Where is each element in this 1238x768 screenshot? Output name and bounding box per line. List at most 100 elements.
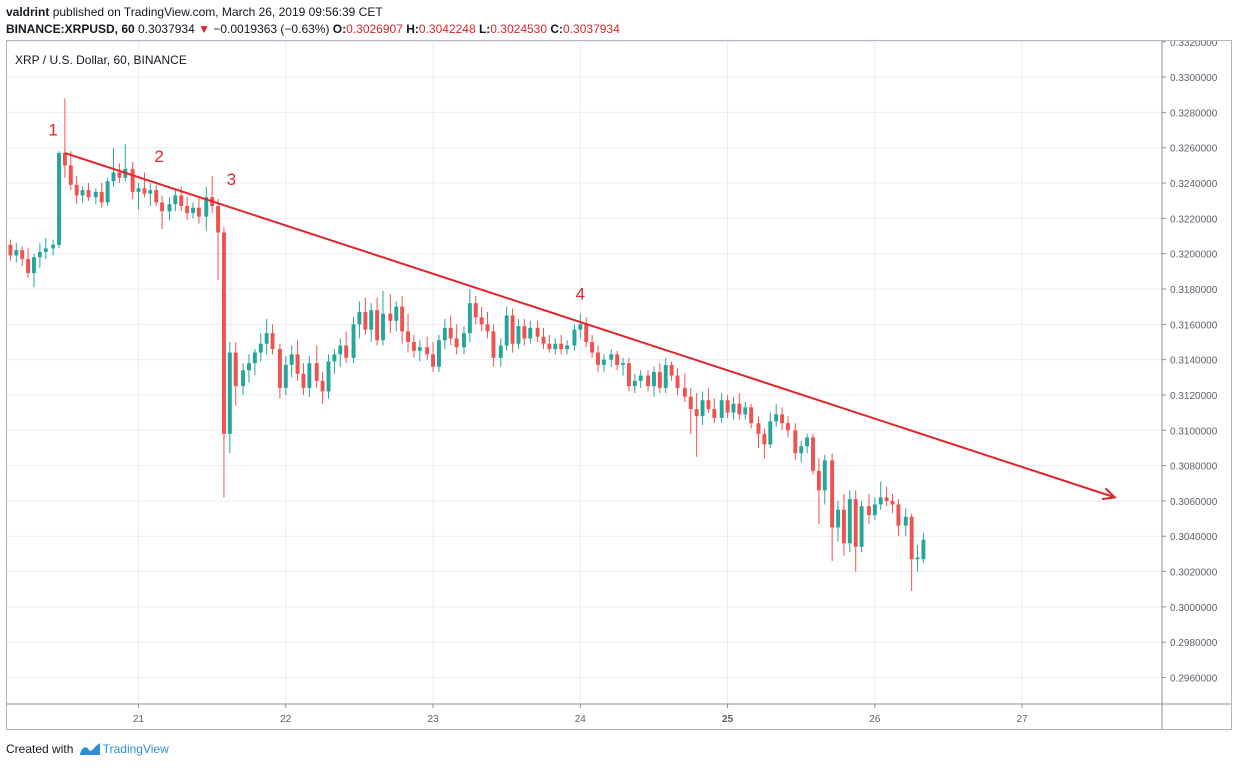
candle-body	[14, 250, 19, 256]
candle-body	[86, 190, 91, 198]
candle-body	[400, 306, 405, 332]
y-tick-label: 0.3100000	[1170, 426, 1218, 437]
candle-body	[264, 333, 269, 344]
candle	[646, 370, 651, 392]
price-change: −0.0019363 (−0.63%)	[213, 22, 330, 36]
candle	[774, 403, 779, 427]
candle	[836, 500, 840, 542]
candle	[252, 349, 257, 376]
candle	[289, 345, 294, 378]
author-name[interactable]: valdrint	[6, 5, 50, 19]
candle	[93, 188, 98, 205]
candle	[8, 239, 13, 261]
candle	[847, 490, 852, 553]
candle	[688, 387, 693, 434]
candle	[314, 345, 319, 388]
candle	[559, 334, 564, 355]
candle	[578, 313, 583, 339]
x-tick-label: 23	[427, 714, 439, 725]
candle	[204, 186, 209, 231]
candle-body	[241, 370, 246, 387]
candle	[406, 313, 410, 353]
candle-body	[528, 327, 533, 339]
candle	[338, 338, 343, 367]
y-tick-label: 0.3220000	[1170, 214, 1218, 225]
candle-body	[375, 310, 380, 341]
candle-body	[111, 172, 116, 182]
tradingview-brand[interactable]: TradingView	[102, 742, 169, 756]
candle-body	[596, 352, 600, 365]
candle	[381, 290, 385, 346]
candle-body	[682, 387, 687, 397]
candle-body	[535, 327, 540, 337]
candle-body	[903, 516, 908, 526]
footer: Created with TradingView	[6, 742, 169, 759]
candle	[590, 334, 595, 358]
candle	[841, 493, 846, 556]
candle	[62, 98, 67, 178]
candle	[485, 311, 490, 339]
candle-body	[160, 202, 165, 212]
candle	[547, 334, 552, 353]
candle	[909, 513, 914, 591]
candle-body	[890, 500, 895, 505]
candle	[479, 306, 484, 332]
tradingview-logo-icon[interactable]	[79, 742, 101, 759]
candle	[196, 197, 201, 224]
candle-body	[148, 190, 153, 194]
candle	[669, 361, 674, 381]
candle	[369, 303, 374, 342]
candle-body	[227, 352, 232, 434]
candle	[621, 357, 625, 376]
candle	[51, 239, 56, 256]
y-tick-label: 0.3260000	[1170, 144, 1218, 155]
x-tick-label: 26	[869, 714, 881, 725]
candle-body	[774, 414, 779, 422]
candle-body	[314, 363, 319, 381]
chart-border	[6, 40, 1232, 730]
candle	[830, 453, 835, 561]
candle-body	[793, 430, 798, 454]
candle-body	[8, 244, 13, 256]
candle-body	[196, 207, 201, 217]
y-tick-label: 0.3300000	[1170, 73, 1218, 84]
chart-title: XRP / U.S. Dollar, 60, BINANCE	[15, 53, 187, 67]
candle-body	[332, 354, 337, 362]
candle	[780, 407, 785, 431]
candle	[37, 243, 42, 268]
annotation-label: 2	[154, 147, 163, 166]
candle	[80, 186, 85, 203]
candle	[227, 341, 232, 454]
candle	[14, 243, 19, 263]
candle-body	[289, 354, 294, 365]
candle	[793, 423, 798, 461]
x-tick-label: 24	[575, 714, 587, 725]
candle	[307, 356, 312, 397]
candle-body	[700, 400, 705, 417]
annotation-label: 3	[227, 170, 236, 189]
candle-body	[221, 232, 226, 434]
candle-body	[921, 539, 926, 560]
y-tick-label: 0.2980000	[1170, 638, 1218, 649]
candle	[394, 301, 399, 332]
candle-body	[388, 313, 393, 321]
candle	[632, 373, 637, 394]
candle	[541, 327, 546, 350]
high-label: H:	[406, 22, 419, 36]
candle-body	[105, 181, 110, 203]
candle	[535, 320, 540, 342]
candle-body	[572, 329, 577, 346]
candle-body	[357, 311, 362, 325]
y-tick-label: 0.3240000	[1170, 179, 1218, 190]
candle	[258, 333, 263, 362]
candle-body	[816, 470, 821, 491]
candle	[270, 324, 275, 355]
candle-body	[866, 506, 871, 516]
candle	[425, 336, 430, 360]
candle-body	[93, 191, 98, 198]
candle-body	[20, 250, 25, 259]
candle-body	[417, 347, 422, 351]
candle-body	[320, 380, 325, 392]
